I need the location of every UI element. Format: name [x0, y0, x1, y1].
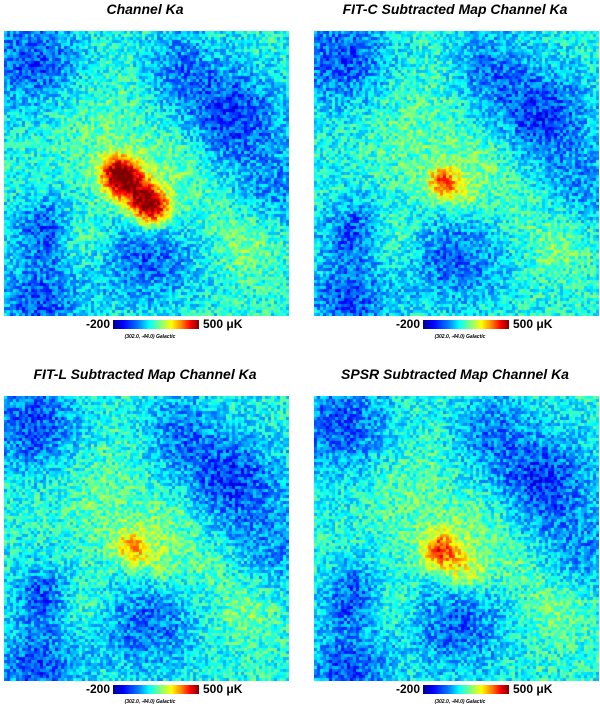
colorbar-max-label: 500 μK	[203, 682, 243, 696]
colorbar: -200 500 μK	[0, 682, 300, 697]
panel-fit-l-subtracted: FIT-L Subtracted Map Channel Ka -200 500…	[0, 365, 300, 718]
panel-title: FIT-C Subtracted Map Channel Ka	[342, 1, 568, 17]
coordinate-label: (302.0, -44.0) Galactic	[124, 334, 176, 340]
coordinate-label: (302.0, -44.0) Galactic	[434, 699, 486, 705]
colorbar-gradient	[423, 320, 509, 329]
panel-title: SPSR Subtracted Map Channel Ka	[341, 366, 569, 382]
colorbar-min-label: -200	[395, 317, 420, 331]
panel-spsr-subtracted: SPSR Subtracted Map Channel Ka -200 500 …	[310, 365, 600, 718]
coordinate-label: (302.0, -44.0) Galactic	[124, 699, 176, 705]
colorbar-gradient	[113, 685, 199, 694]
coordinate-label: (302.0, -44.0) Galactic	[434, 334, 486, 340]
colorbar-min-label: -200	[85, 682, 110, 696]
colorbar-min-label: -200	[395, 682, 420, 696]
panel-fit-c-subtracted: FIT-C Subtracted Map Channel Ka -200 500…	[310, 0, 600, 353]
sky-map-fit-c	[314, 31, 599, 316]
sky-map-channel-ka	[4, 31, 289, 316]
colorbar-gradient	[113, 320, 199, 329]
colorbar: -200 500 μK	[310, 682, 600, 697]
sky-map-spsr	[314, 396, 599, 681]
panel-channel-ka: Channel Ka -200 500 μK (302.0, -44.0) Ga…	[0, 0, 300, 353]
panel-title: FIT-L Subtracted Map Channel Ka	[33, 366, 257, 382]
colorbar-max-label: 500 μK	[513, 682, 553, 696]
colorbar-gradient	[423, 685, 509, 694]
colorbar-max-label: 500 μK	[203, 317, 243, 331]
colorbar-max-label: 500 μK	[513, 317, 553, 331]
colorbar: -200 500 μK	[0, 317, 300, 332]
sky-map-fit-l	[4, 396, 289, 681]
colorbar: -200 500 μK	[310, 317, 600, 332]
colorbar-min-label: -200	[85, 317, 110, 331]
panel-title: Channel Ka	[106, 1, 184, 17]
